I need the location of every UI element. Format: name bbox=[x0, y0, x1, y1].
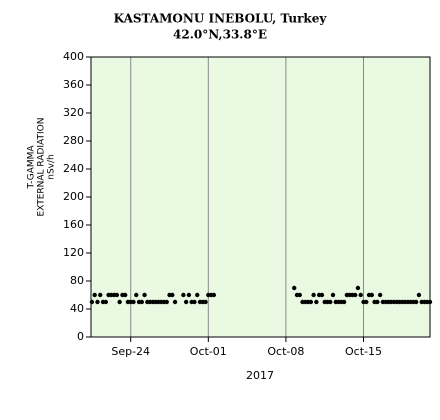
data-point bbox=[314, 299, 319, 305]
x-tick-label: Sep-24 bbox=[111, 345, 150, 358]
data-point bbox=[364, 299, 369, 305]
y-tick-label: 240 bbox=[63, 162, 84, 175]
y-axis-label: T-GAMMA bbox=[27, 145, 37, 190]
data-point bbox=[122, 292, 128, 298]
data-point bbox=[341, 299, 347, 305]
data-point bbox=[319, 292, 325, 298]
data-point bbox=[131, 299, 136, 305]
y-tick-label: 0 bbox=[77, 330, 84, 343]
x-tick-label: Oct-01 bbox=[190, 345, 227, 358]
plot-frame bbox=[90, 56, 431, 338]
data-point bbox=[92, 292, 97, 298]
y-axis-label: nSv/h bbox=[47, 154, 57, 179]
data-point bbox=[195, 292, 200, 298]
data-point bbox=[192, 299, 197, 305]
plot-area bbox=[91, 57, 430, 337]
data-point bbox=[413, 299, 419, 305]
data-point bbox=[355, 285, 361, 291]
x-axis-label: 2017 bbox=[246, 369, 274, 382]
data-point bbox=[308, 299, 314, 305]
x-tick-label: Oct-08 bbox=[267, 345, 304, 358]
data-point bbox=[369, 292, 375, 298]
chart-title: KASTAMONU INEBOLU, Turkey bbox=[114, 12, 328, 26]
data-point bbox=[98, 292, 103, 298]
y-tick-label: 280 bbox=[63, 134, 84, 147]
x-tick-label: Oct-15 bbox=[345, 345, 382, 358]
data-point bbox=[134, 292, 139, 298]
data-point bbox=[375, 299, 380, 305]
data-point bbox=[142, 292, 147, 298]
data-point bbox=[186, 292, 192, 298]
y-tick-label: 80 bbox=[70, 274, 84, 287]
y-tick-label: 320 bbox=[63, 106, 84, 119]
data-point bbox=[377, 292, 383, 298]
data-point bbox=[292, 285, 297, 291]
data-point bbox=[330, 292, 336, 298]
data-point bbox=[89, 299, 95, 305]
data-point bbox=[164, 299, 169, 305]
data-point bbox=[172, 299, 178, 305]
y-tick-label: 120 bbox=[63, 246, 84, 259]
data-point bbox=[297, 292, 302, 298]
y-tick-label: 160 bbox=[63, 218, 84, 231]
data-point bbox=[114, 292, 120, 298]
data-point bbox=[328, 299, 333, 305]
data-point bbox=[117, 299, 122, 305]
data-point bbox=[311, 292, 316, 298]
data-point bbox=[139, 299, 145, 305]
data-point bbox=[352, 292, 358, 298]
y-tick-label: 40 bbox=[70, 302, 84, 315]
data-point bbox=[183, 299, 189, 305]
y-tick-label: 400 bbox=[63, 50, 84, 63]
chart-subtitle: 42.0°N,33.8°E bbox=[173, 28, 267, 42]
data-point bbox=[211, 292, 217, 298]
data-point bbox=[103, 299, 108, 305]
y-tick-label: 200 bbox=[63, 190, 84, 203]
data-point bbox=[170, 292, 175, 298]
data-point bbox=[416, 292, 422, 298]
data-point bbox=[181, 292, 186, 298]
y-tick-label: 360 bbox=[63, 78, 84, 91]
data-point bbox=[95, 299, 100, 305]
data-point bbox=[203, 299, 208, 305]
data-point bbox=[427, 299, 433, 305]
data-point bbox=[358, 292, 363, 298]
y-axis-label: EXTERNAL RADIATION bbox=[37, 118, 47, 217]
